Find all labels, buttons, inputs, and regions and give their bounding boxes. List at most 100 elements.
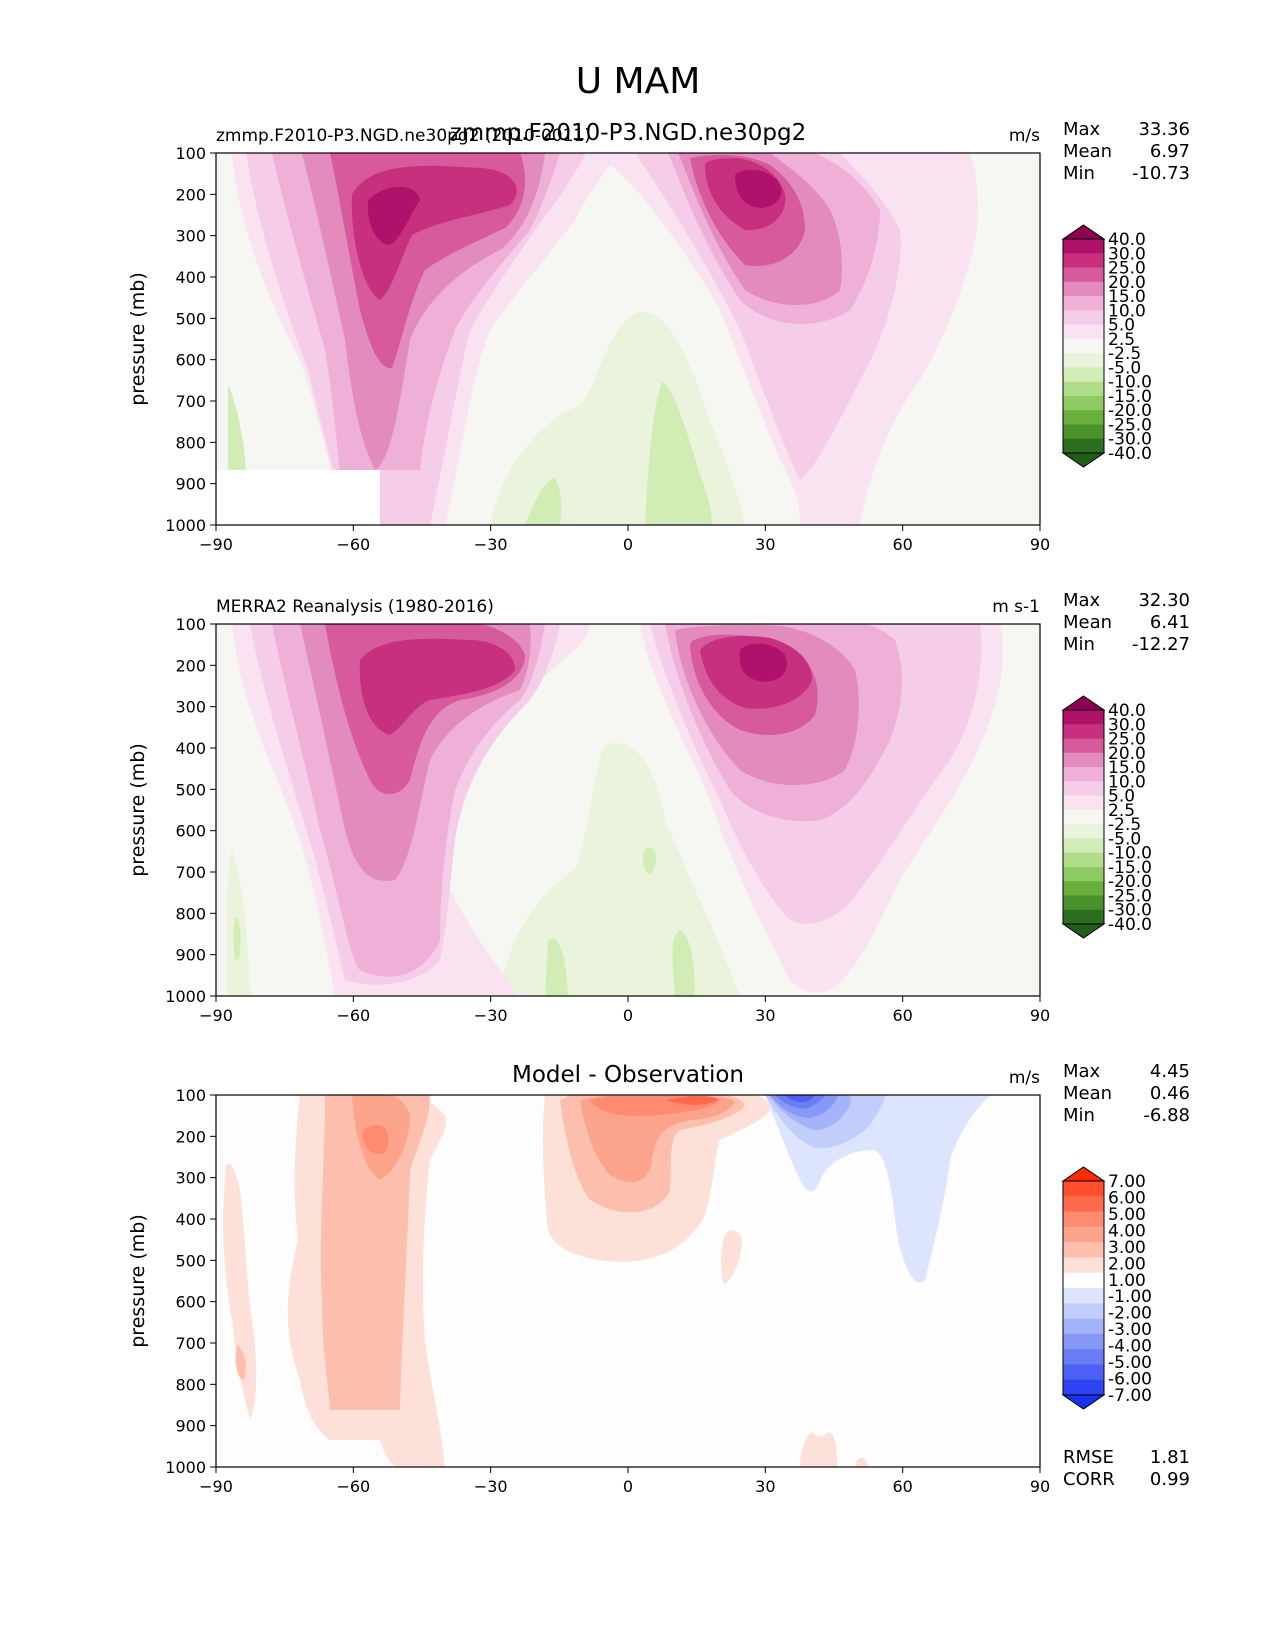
colorbar-segment <box>1063 438 1104 454</box>
stats-block: Max 33.36 Mean 6.97 Min -10.73 <box>1063 119 1190 184</box>
colorbar-tick-label: 5.0 <box>1108 787 1135 807</box>
colorbar-segment <box>1063 1333 1104 1350</box>
colorbar-segment <box>1063 367 1104 383</box>
colorbar-segment <box>1063 1181 1104 1197</box>
colorbar-tick-label: 20.0 <box>1108 744 1146 764</box>
colorbar-frame <box>1062 709 1105 925</box>
stat-label: Mean <box>1063 612 1112 633</box>
contour-field <box>216 1095 1040 1467</box>
y-tick-label: 100 <box>175 144 206 163</box>
stat-label: Mean <box>1063 1083 1112 1104</box>
x-axis-ticks: −90 −60 −30 0 30 60 90 <box>199 1467 1050 1496</box>
colorbar-segment <box>1063 424 1104 440</box>
x-tick-label: 30 <box>755 1006 775 1025</box>
colorbar-segment <box>1063 1318 1104 1335</box>
y-tick-label: 700 <box>175 863 206 882</box>
colorbar-segment <box>1063 752 1104 768</box>
colorbar-segment <box>1063 824 1104 839</box>
colorbar-segment <box>1063 866 1104 882</box>
y-tick-label: 100 <box>175 615 206 634</box>
colorbar: 7.006.005.004.003.002.001.00-1.00-2.00-3… <box>1061 1166 1152 1410</box>
x-tick-label: 0 <box>623 1477 633 1496</box>
rmse-corr-block: RMSE 1.81 CORR 0.99 <box>1063 1447 1190 1490</box>
stat-value: 0.46 <box>1150 1083 1190 1104</box>
panel-center-title: zmmp.F2010-P3.NGD.ne30pg2 <box>450 120 807 146</box>
colorbar-tick-label: 20.0 <box>1108 273 1146 293</box>
colorbar-segment <box>1063 738 1104 754</box>
x-tick-label: 90 <box>1030 535 1050 554</box>
colorbar-segment <box>1063 1379 1104 1396</box>
colorbar-tick-label: 40.0 <box>1108 230 1146 250</box>
colorbar-extend-min <box>1061 452 1106 468</box>
x-tick-label: 0 <box>623 1006 633 1025</box>
colorbar: 40.030.025.020.015.010.05.02.5-2.5-5.0-1… <box>1061 695 1152 939</box>
colorbar-segment <box>1063 838 1104 854</box>
colorbar-tick-label: 25.0 <box>1108 259 1146 279</box>
colorbar-extend-max <box>1061 695 1106 711</box>
x-tick-label: −60 <box>336 1006 370 1025</box>
stat-label: Max <box>1063 119 1101 140</box>
colorbar-segment <box>1063 881 1104 896</box>
colorbar-tick-label: 10.0 <box>1108 301 1146 321</box>
x-tick-label: −30 <box>474 1477 508 1496</box>
colorbar-tick-label: -2.5 <box>1108 815 1141 835</box>
y-tick-label: 600 <box>175 351 206 370</box>
colorbar-segment <box>1063 239 1104 254</box>
colorbar-segment <box>1063 395 1104 411</box>
colorbar-segment <box>1063 267 1104 283</box>
colorbar-tick-label: 5.0 <box>1108 316 1135 336</box>
colorbar-segment <box>1063 852 1104 868</box>
y-tick-label: 900 <box>175 1417 206 1436</box>
colorbar-tick-label: -5.00 <box>1108 1353 1152 1373</box>
colorbar-segment <box>1063 381 1104 397</box>
panel-difference: Model - Observation m/s Max 4.45 Mean 0.… <box>127 1061 1190 1496</box>
stat-value: 6.97 <box>1150 141 1190 162</box>
y-tick-label: 1000 <box>165 1458 206 1477</box>
colorbar-segment <box>1063 895 1104 911</box>
colorbar-segment <box>1063 1303 1104 1320</box>
y-tick-label: 1000 <box>165 987 206 1006</box>
y-tick-label: 700 <box>175 1334 206 1353</box>
colorbar-tick-label: -3.00 <box>1108 1320 1152 1340</box>
stat-label: Min <box>1063 634 1095 655</box>
colorbar-tick-label: -1.00 <box>1108 1287 1152 1307</box>
colorbar-tick-label: 30.0 <box>1108 715 1146 735</box>
colorbar-extend-min <box>1061 1394 1106 1410</box>
y-tick-label: 300 <box>175 698 206 717</box>
colorbar-extend-min <box>1061 923 1106 939</box>
x-tick-label: 60 <box>892 1477 912 1496</box>
stat-value: 1.81 <box>1150 1447 1190 1468</box>
colorbar-tick-label: 6.00 <box>1108 1188 1146 1208</box>
colorbar-tick-label: -25.0 <box>1108 415 1152 435</box>
figure-title: U MAM <box>576 61 701 102</box>
x-tick-label: −30 <box>474 535 508 554</box>
colorbar-frame <box>1062 238 1105 454</box>
x-tick-label: −30 <box>474 1006 508 1025</box>
colorbar-tick-label: 40.0 <box>1108 701 1146 721</box>
colorbar-segment <box>1063 310 1104 326</box>
x-tick-label: −90 <box>199 1477 233 1496</box>
x-tick-label: 90 <box>1030 1006 1050 1025</box>
colorbar: 40.030.025.020.015.010.05.02.5-2.5-5.0-1… <box>1061 224 1152 468</box>
colorbar-tick-label: 30.0 <box>1108 244 1146 264</box>
colorbar-segment <box>1063 1288 1104 1304</box>
colorbar-tick-label: 15.0 <box>1108 758 1146 778</box>
y-tick-label: 300 <box>175 227 206 246</box>
colorbar-tick-label: 4.00 <box>1108 1221 1146 1241</box>
colorbar-tick-label: 2.5 <box>1108 330 1135 350</box>
colorbar-tick-label: -30.0 <box>1108 430 1152 450</box>
colorbar-tick-label: 2.5 <box>1108 801 1135 821</box>
y-axis-ticks: 100 200 300 400 500 600 700 800 900 1000 <box>165 1086 216 1477</box>
colorbar-tick-label: -20.0 <box>1108 401 1152 421</box>
colorbar-tick-label: -10.0 <box>1108 844 1152 864</box>
panel-left-title: MERRA2 Reanalysis (1980-2016) <box>216 597 494 617</box>
colorbar-segment <box>1063 253 1104 269</box>
y-tick-label: 400 <box>175 268 206 287</box>
x-tick-label: −60 <box>336 1477 370 1496</box>
y-tick-label: 600 <box>175 1293 206 1312</box>
colorbar-segment <box>1063 1272 1104 1289</box>
y-tick-label: 300 <box>175 1169 206 1188</box>
colorbar-extend-max <box>1061 1166 1106 1182</box>
y-tick-label: 200 <box>175 1127 206 1146</box>
